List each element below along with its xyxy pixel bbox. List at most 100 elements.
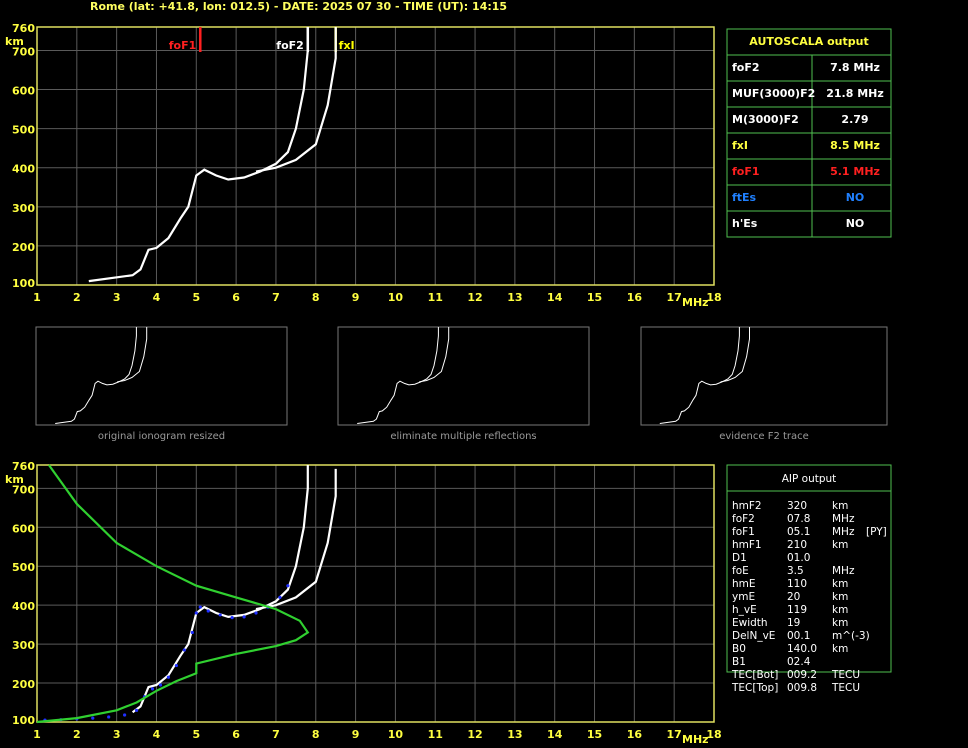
x-tick-label: 4: [153, 291, 161, 304]
x-axis-label: MHz: [682, 733, 709, 746]
trace-line: [131, 465, 309, 714]
aip-label: hmF1: [732, 539, 762, 551]
row-value: 5.1 MHz: [830, 165, 880, 178]
aip-label: foF2: [732, 513, 755, 525]
y-tick-label: 100: [12, 277, 35, 290]
aip-unit: km: [832, 643, 848, 655]
y-tick-label: 300: [12, 639, 35, 652]
trace-line: [659, 327, 740, 424]
row-label: ftEs: [732, 191, 757, 204]
x-axis-label: MHz: [682, 296, 709, 309]
x-tick-label: 17: [667, 291, 682, 304]
aip-unit: km: [832, 604, 848, 616]
thumbnail-frame: [35, 326, 288, 426]
aip-value: 110: [787, 578, 807, 590]
y-tick-label: 500: [12, 124, 35, 137]
x-tick-label: 14: [547, 728, 563, 741]
x-tick-label: 16: [627, 291, 643, 304]
row-label: foF2: [732, 61, 760, 74]
x-tick-label: 9: [352, 728, 360, 741]
trace-line: [255, 27, 337, 173]
aip-unit: km: [832, 539, 848, 551]
x-tick-label: 13: [507, 728, 522, 741]
row-value: 7.8 MHz: [830, 61, 880, 74]
aip-box: [726, 464, 892, 673]
row-label: M(3000)F2: [732, 113, 799, 126]
y-tick-label: 100: [12, 714, 35, 727]
row-value: 21.8 MHz: [826, 87, 884, 100]
row-value: 8.5 MHz: [830, 139, 880, 152]
trace-line: [117, 327, 148, 383]
aip-label: DelN_vE: [732, 630, 775, 642]
y-tick-label: 600: [12, 85, 35, 98]
aip-unit: km: [832, 617, 848, 629]
marker-label: foF2: [276, 39, 304, 52]
trace-point: [242, 615, 246, 619]
trace-point: [278, 595, 282, 599]
trace-point: [134, 708, 139, 712]
aip-unit: km: [832, 591, 848, 603]
aip-label: h_vE: [732, 604, 757, 616]
thumbnail-frame: [640, 326, 888, 426]
x-tick-label: 8: [312, 728, 320, 741]
trace-line: [55, 327, 137, 424]
row-label: fxI: [732, 139, 748, 152]
x-tick-label: 2: [73, 291, 81, 304]
aip-value: 20: [787, 591, 800, 603]
x-tick-label: 18: [706, 728, 721, 741]
trace-point: [123, 713, 127, 717]
trace-point: [182, 648, 186, 652]
plot-frame: [36, 26, 715, 286]
row-label: h'Es: [732, 217, 758, 230]
aip-value: 320: [787, 500, 807, 512]
trace-point: [166, 675, 171, 679]
trace-line: [255, 468, 337, 611]
row-value: 2.79: [841, 113, 868, 126]
y-tick-label: 500: [12, 561, 35, 574]
x-tick-label: 3: [113, 291, 121, 304]
aip-unit: km: [832, 578, 848, 590]
trace-line: [88, 27, 309, 283]
x-tick-label: 16: [627, 728, 643, 741]
trace-point: [198, 605, 202, 609]
aip-value: 00.1: [787, 630, 810, 642]
marker-label: foF1: [169, 39, 197, 52]
x-tick-label: 18: [706, 291, 721, 304]
thumbnail-frame: [337, 326, 590, 426]
thumbnail-caption: eliminate multiple reflections: [390, 431, 536, 442]
aip-note: [PY]: [866, 526, 887, 538]
row-value: NO: [846, 191, 865, 204]
row-label: foF1: [732, 165, 760, 178]
trace-point: [158, 683, 163, 687]
aip-label: foE: [732, 565, 749, 577]
trace-point: [206, 609, 210, 613]
x-tick-label: 6: [232, 291, 240, 304]
plot-frame: [36, 464, 715, 723]
aip-value: 140.0: [787, 643, 817, 655]
x-tick-label: 12: [467, 291, 482, 304]
x-tick-label: 8: [312, 291, 320, 304]
x-tick-label: 1: [33, 728, 41, 741]
y-tick-label: 200: [12, 241, 35, 254]
aip-label: TEC[Top]: [731, 682, 778, 694]
aip-unit: TECU: [831, 682, 860, 694]
aip-title: AIP output: [782, 473, 837, 485]
aip-label: TEC[Bot]: [731, 669, 778, 681]
x-tick-label: 10: [388, 291, 404, 304]
autoscala-title: AUTOSCALA output: [749, 35, 868, 48]
x-tick-label: 3: [113, 728, 121, 741]
x-tick-label: 1: [33, 291, 41, 304]
trace-point: [174, 663, 178, 668]
x-tick-label: 13: [507, 291, 522, 304]
y-tick-label: 700: [12, 483, 35, 496]
x-tick-label: 17: [667, 728, 682, 741]
thumbnail-caption: original ionogram resized: [98, 431, 225, 442]
x-tick-label: 7: [272, 728, 280, 741]
y-tick-label: 400: [12, 600, 35, 613]
aip-value: 07.8: [787, 513, 810, 525]
aip-value: 009.2: [787, 669, 817, 681]
x-tick-label: 5: [192, 728, 200, 741]
trace-point: [107, 715, 111, 719]
trace-line: [357, 327, 439, 424]
